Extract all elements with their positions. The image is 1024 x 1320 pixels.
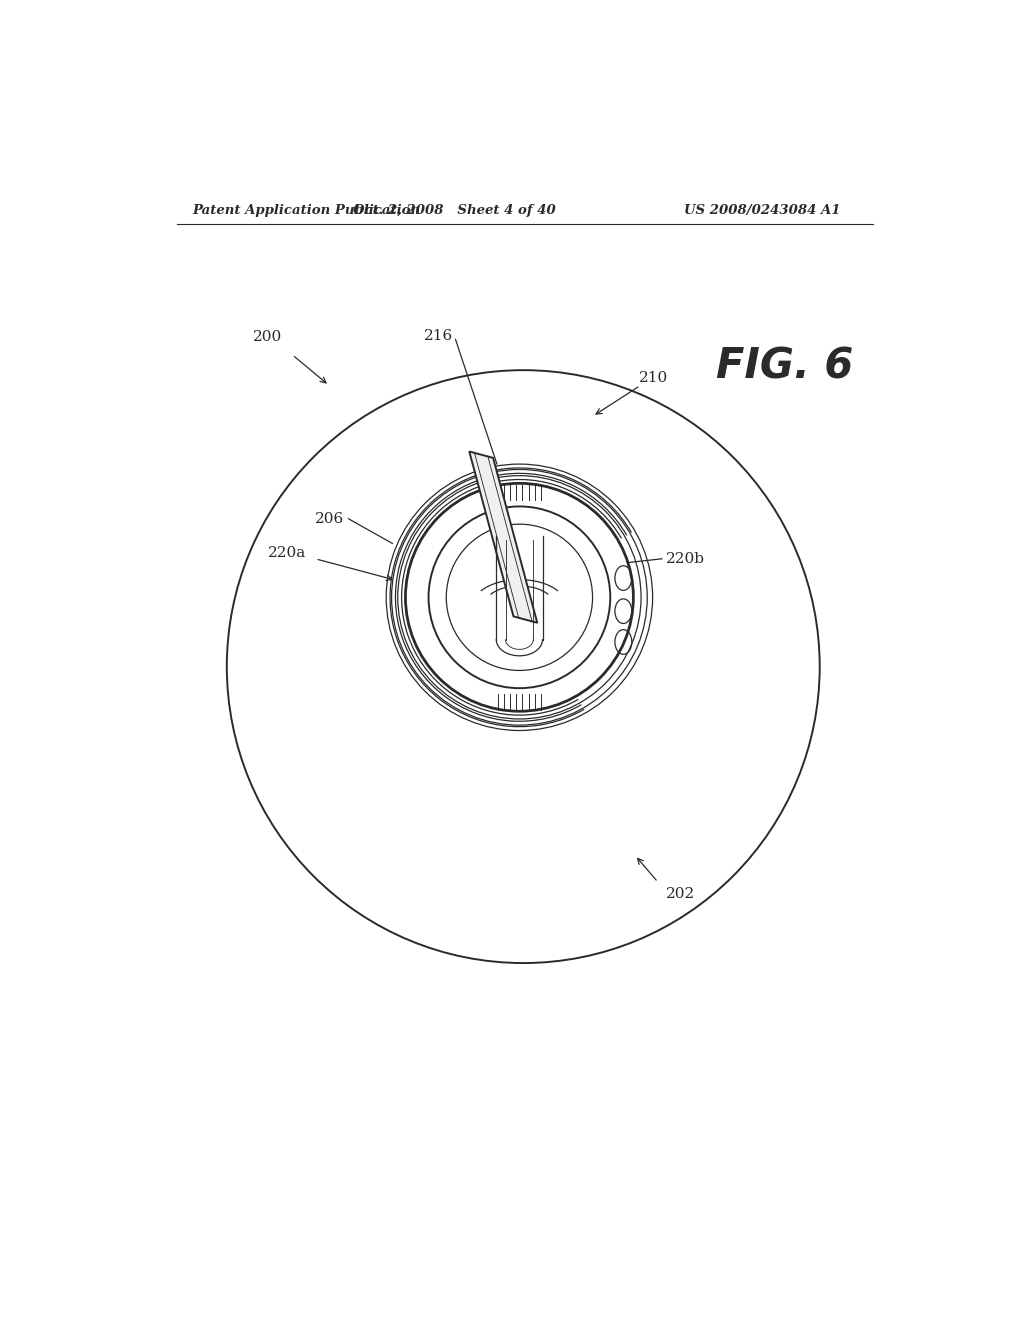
- Text: 202: 202: [666, 887, 695, 900]
- Text: Oct. 2, 2008   Sheet 4 of 40: Oct. 2, 2008 Sheet 4 of 40: [352, 205, 555, 218]
- Text: 216: 216: [424, 329, 454, 342]
- Text: 210: 210: [639, 371, 668, 385]
- Polygon shape: [469, 451, 538, 623]
- Text: FIG. 6: FIG. 6: [716, 346, 853, 387]
- Text: 220a: 220a: [268, 545, 306, 560]
- Text: 220b: 220b: [666, 552, 705, 566]
- Text: 200: 200: [253, 330, 283, 345]
- Text: US 2008/0243084 A1: US 2008/0243084 A1: [684, 205, 841, 218]
- Text: Patent Application Publication: Patent Application Publication: [193, 205, 420, 218]
- Text: 206: 206: [315, 512, 345, 525]
